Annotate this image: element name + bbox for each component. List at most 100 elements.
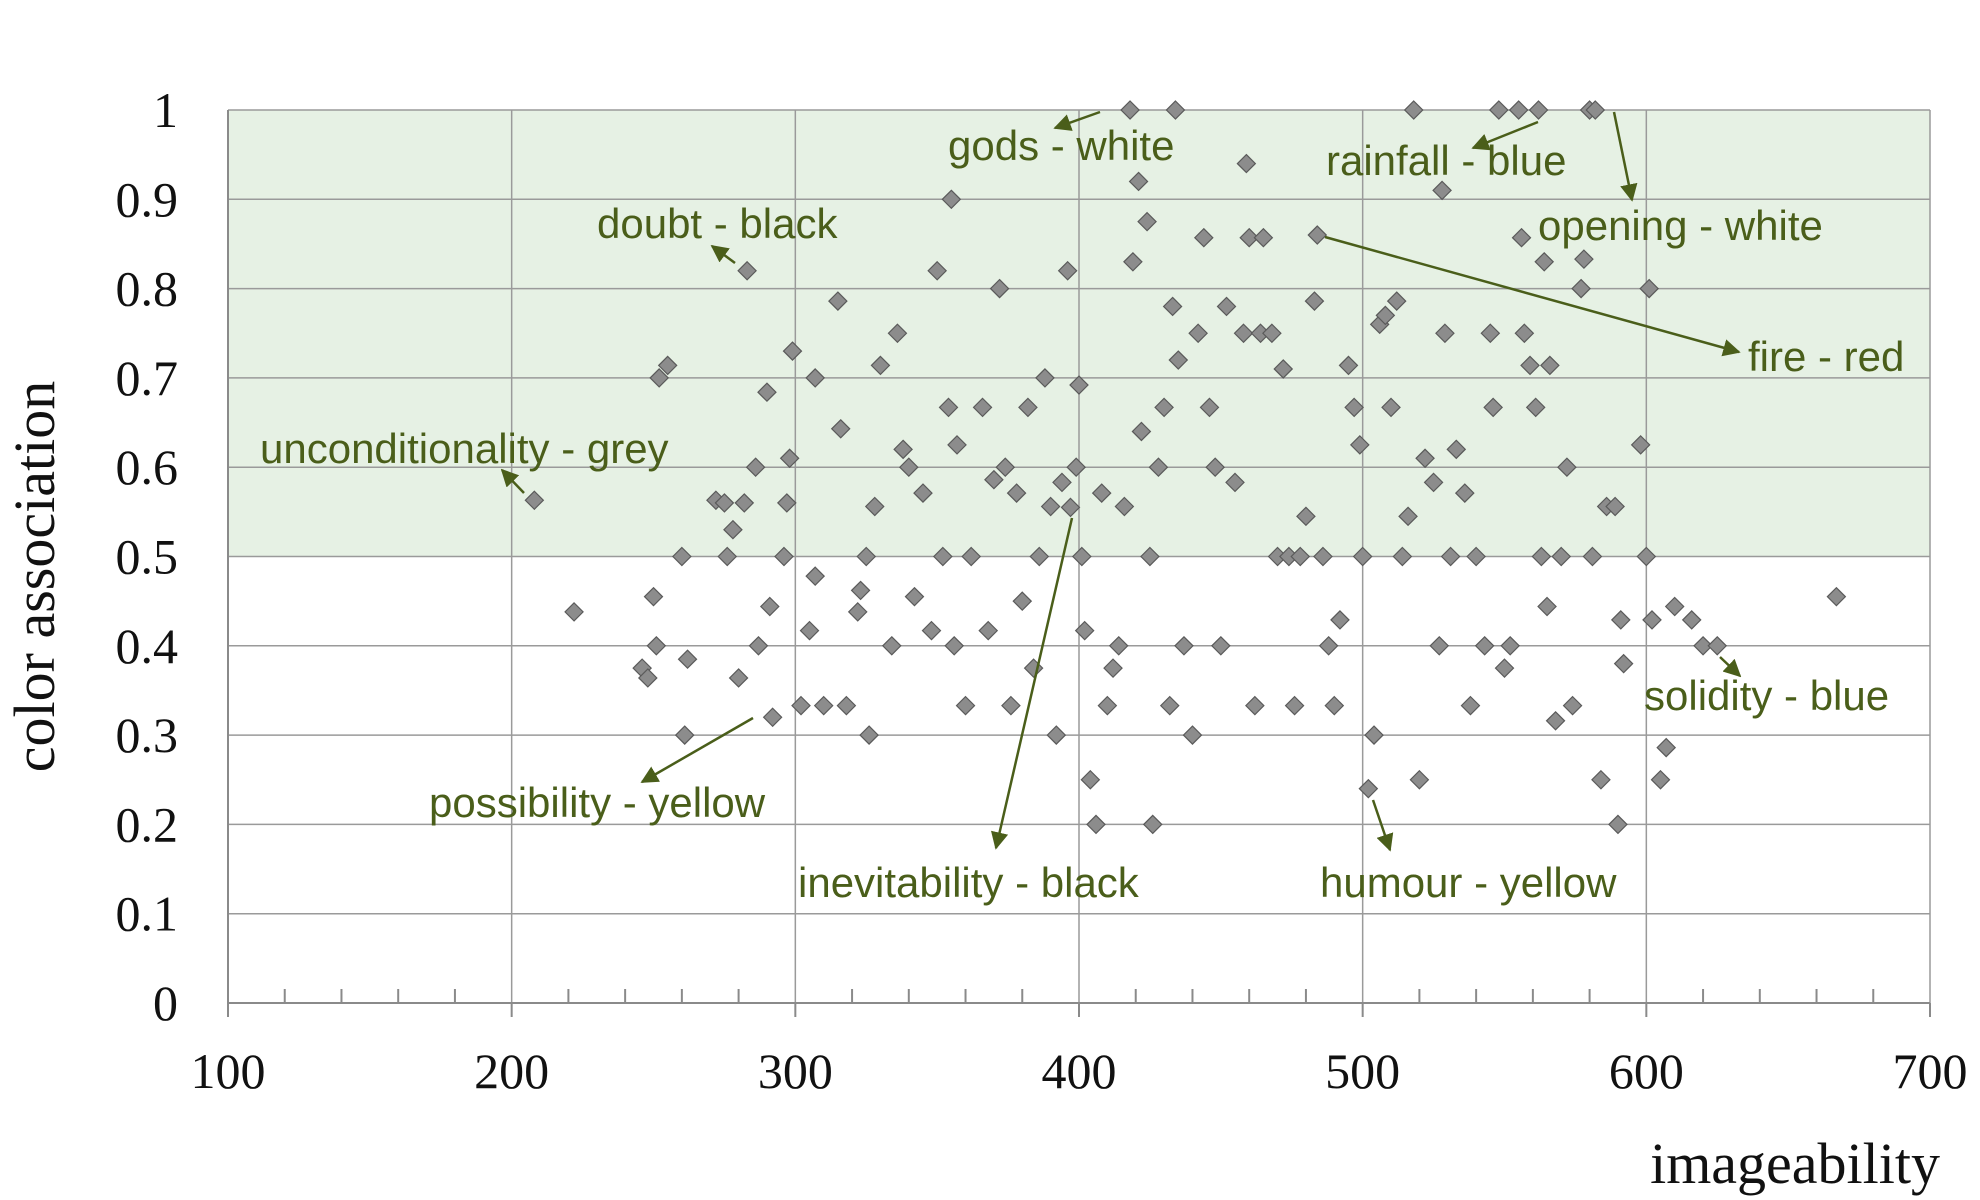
data-point [1344, 397, 1365, 418]
data-point [1284, 695, 1305, 716]
data-point [1664, 596, 1685, 617]
annotation-label: solidity - blue [1644, 672, 1889, 719]
data-point [1273, 359, 1294, 379]
annotation-arrow [1471, 120, 1539, 151]
data-point [776, 493, 797, 513]
data-point [1630, 435, 1651, 455]
annotation-label: opening - white [1538, 202, 1823, 249]
data-point [1205, 457, 1226, 478]
annotation-arrow [1719, 656, 1742, 678]
data-point [1162, 296, 1183, 317]
data-point [1142, 814, 1163, 835]
data-point [723, 519, 743, 540]
data-point [1375, 305, 1396, 326]
annotation-arrow [640, 716, 754, 784]
data-point [779, 448, 800, 469]
data-point [1613, 653, 1634, 674]
data-point [944, 635, 965, 656]
data-point [881, 635, 902, 656]
data-point [1199, 397, 1220, 418]
axes: 0 0.1 0.2 0.3 0.4 0.5 0.6 0.7 0.8 0.9 1 100 200 300 40… [116, 82, 1968, 1099]
data-point [1131, 421, 1152, 442]
annotations: gods - white rainfall - blue opening - whi… [260, 110, 1904, 906]
data-point [1262, 323, 1282, 344]
data-point [1080, 769, 1101, 790]
annotation-arrow [500, 468, 525, 494]
data-point [850, 580, 871, 601]
data-point [1330, 610, 1350, 630]
data-point [1253, 227, 1274, 248]
data-point [1551, 546, 1572, 567]
data-point [1012, 591, 1033, 611]
data-point [938, 397, 959, 418]
data-point [1440, 546, 1461, 567]
data-point [1074, 620, 1095, 641]
data-point [1571, 278, 1591, 299]
data-point [1591, 769, 1611, 790]
data-point [728, 668, 749, 688]
data-point [1148, 457, 1169, 478]
annotation-label: doubt - black [597, 200, 838, 247]
data-point [1557, 457, 1577, 478]
data-point [898, 457, 919, 478]
y-axis-label: color association [2, 381, 67, 772]
data-point [714, 493, 735, 513]
data-point [1210, 635, 1231, 656]
data-point [856, 546, 877, 567]
x-tick-label: 700 [1893, 1043, 1968, 1099]
data-point [1582, 546, 1603, 567]
data-point [1639, 278, 1660, 299]
data-point [1460, 695, 1481, 716]
data-point [1608, 814, 1628, 835]
data-point [1057, 260, 1078, 281]
data-point [961, 546, 982, 567]
data-point [1562, 695, 1583, 716]
data-point [782, 341, 803, 361]
data-point [836, 695, 857, 716]
data-point [1681, 610, 1702, 630]
data-point [1114, 496, 1135, 517]
annotation-arrow [1371, 799, 1394, 852]
data-point [1364, 725, 1384, 745]
data-point [995, 457, 1016, 478]
annotation-label: possibility - yellow [429, 779, 766, 826]
data-point [1137, 211, 1157, 232]
data-point [1018, 397, 1038, 418]
x-tick-label: 200 [474, 1043, 549, 1099]
annotation-arrow [1324, 235, 1741, 357]
data-point [1140, 546, 1160, 567]
y-tick-label: 0.6 [116, 439, 179, 495]
data-point [1052, 472, 1072, 493]
data-point [657, 355, 678, 376]
data-point [1520, 355, 1540, 376]
data-points [524, 100, 1847, 835]
data-point [1540, 355, 1560, 376]
x-tick-label: 600 [1609, 1043, 1684, 1099]
data-point [1488, 100, 1509, 120]
data-point [1069, 375, 1089, 395]
data-point [1174, 635, 1194, 656]
data-point [745, 457, 766, 478]
x-tick-label: 400 [1042, 1043, 1117, 1099]
data-point [1454, 483, 1475, 503]
data-point [1525, 397, 1546, 418]
data-point [978, 620, 999, 641]
data-point [1585, 100, 1606, 120]
data-point [1386, 291, 1407, 311]
data-point [859, 725, 879, 745]
y-tick-label: 1 [153, 82, 178, 138]
y-tick-label: 0.7 [116, 350, 179, 406]
annotation-label: gods - white [948, 122, 1174, 169]
data-point [1123, 251, 1143, 272]
data-point [737, 260, 757, 281]
data-point [893, 439, 913, 460]
data-point [1120, 100, 1140, 120]
data-point [524, 490, 545, 511]
data-point [1349, 435, 1370, 455]
data-point [984, 469, 1004, 490]
y-tick-label: 0.8 [116, 261, 179, 317]
data-point [674, 725, 695, 745]
data-point [1500, 635, 1521, 656]
y-tick-label: 0.5 [116, 529, 179, 585]
x-tick-label: 500 [1325, 1043, 1400, 1099]
